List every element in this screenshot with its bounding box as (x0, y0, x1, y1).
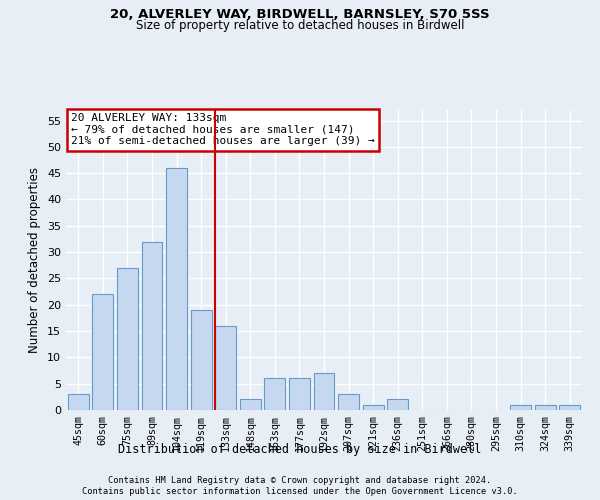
Text: 20, ALVERLEY WAY, BIRDWELL, BARNSLEY, S70 5SS: 20, ALVERLEY WAY, BIRDWELL, BARNSLEY, S7… (110, 8, 490, 20)
Bar (338, 394, 359, 410)
Bar (510, 404, 531, 410)
Text: Distribution of detached houses by size in Birdwell: Distribution of detached houses by size … (118, 442, 482, 456)
Bar (215, 326, 236, 410)
Text: Size of property relative to detached houses in Birdwell: Size of property relative to detached ho… (136, 18, 464, 32)
Bar (362, 404, 383, 410)
Text: Contains public sector information licensed under the Open Government Licence v3: Contains public sector information licen… (82, 488, 518, 496)
Y-axis label: Number of detached properties: Number of detached properties (28, 167, 41, 353)
Bar (166, 168, 187, 410)
Bar (240, 400, 261, 410)
Text: Contains HM Land Registry data © Crown copyright and database right 2024.: Contains HM Land Registry data © Crown c… (109, 476, 491, 485)
Bar (387, 400, 408, 410)
Bar (142, 242, 163, 410)
Bar (535, 404, 556, 410)
Bar (117, 268, 138, 410)
Bar (265, 378, 286, 410)
Bar (289, 378, 310, 410)
Bar (314, 373, 334, 410)
Text: 20 ALVERLEY WAY: 133sqm
← 79% of detached houses are smaller (147)
21% of semi-d: 20 ALVERLEY WAY: 133sqm ← 79% of detache… (71, 113, 375, 146)
Bar (92, 294, 113, 410)
Bar (559, 404, 580, 410)
Bar (191, 310, 212, 410)
Bar (68, 394, 89, 410)
